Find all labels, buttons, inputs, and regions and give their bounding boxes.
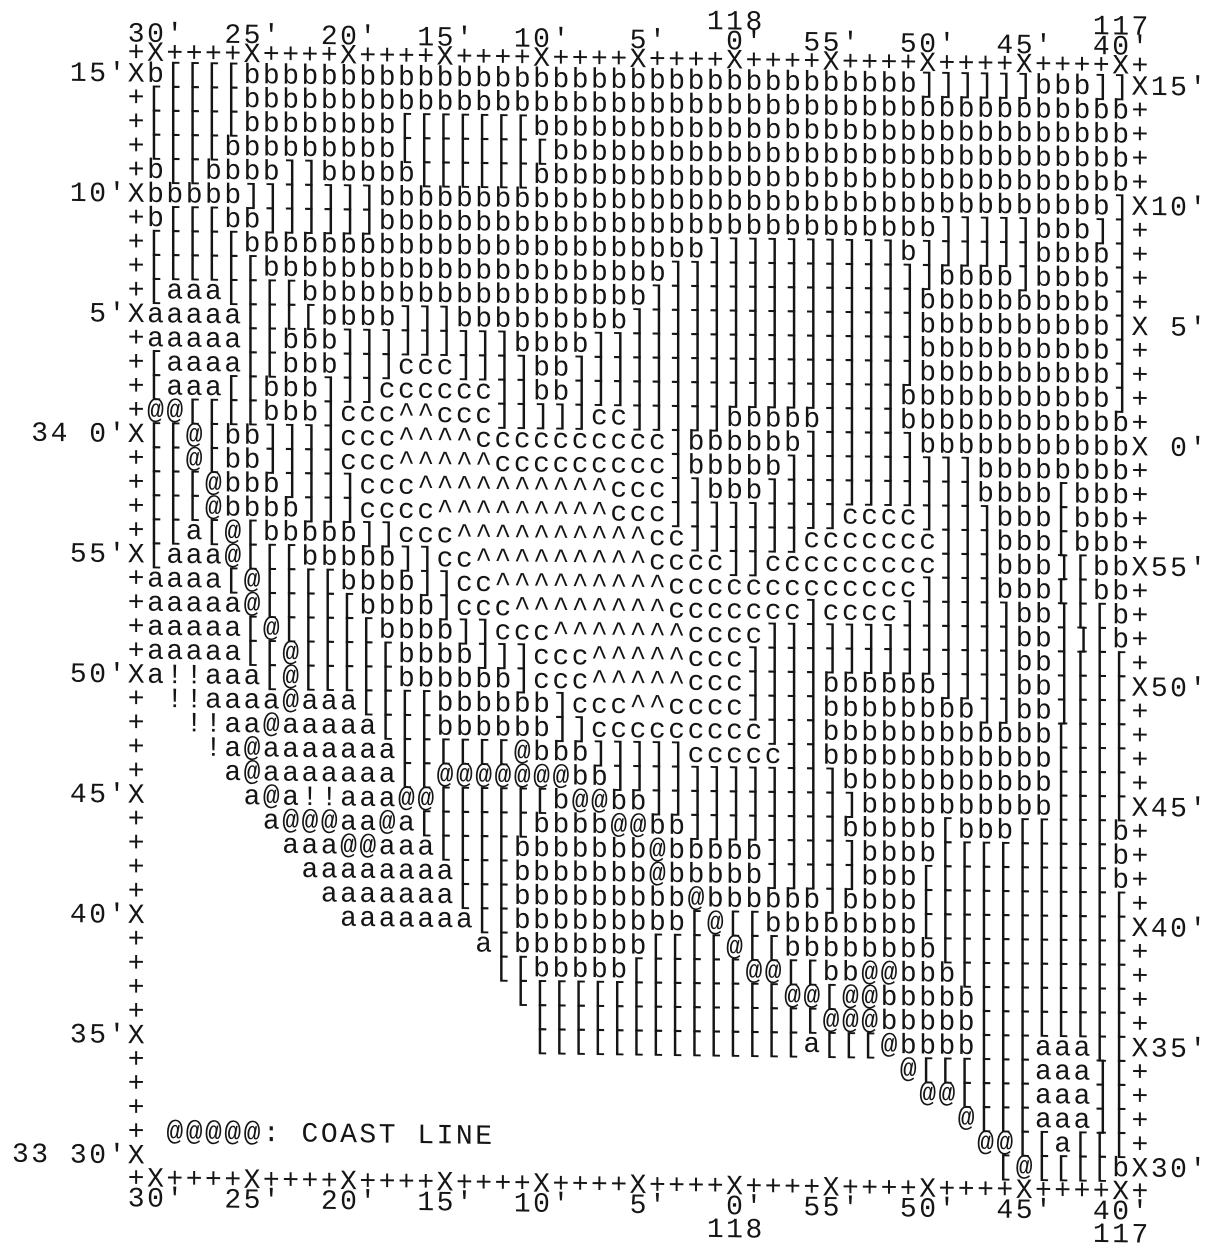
line-printer-map: 118 117 30' 25' 20' 15' 10' 5' 0' 55' 50…	[0, 0, 1215, 1249]
page: { "top_degree_labels": " 118 117", "top_…	[0, 0, 1215, 1249]
legend: @@@@@: COAST LINE	[166, 1118, 494, 1153]
map-sheet: 118 117 30' 25' 20' 15' 10' 5' 0' 55' 50…	[12, 0, 1209, 1249]
